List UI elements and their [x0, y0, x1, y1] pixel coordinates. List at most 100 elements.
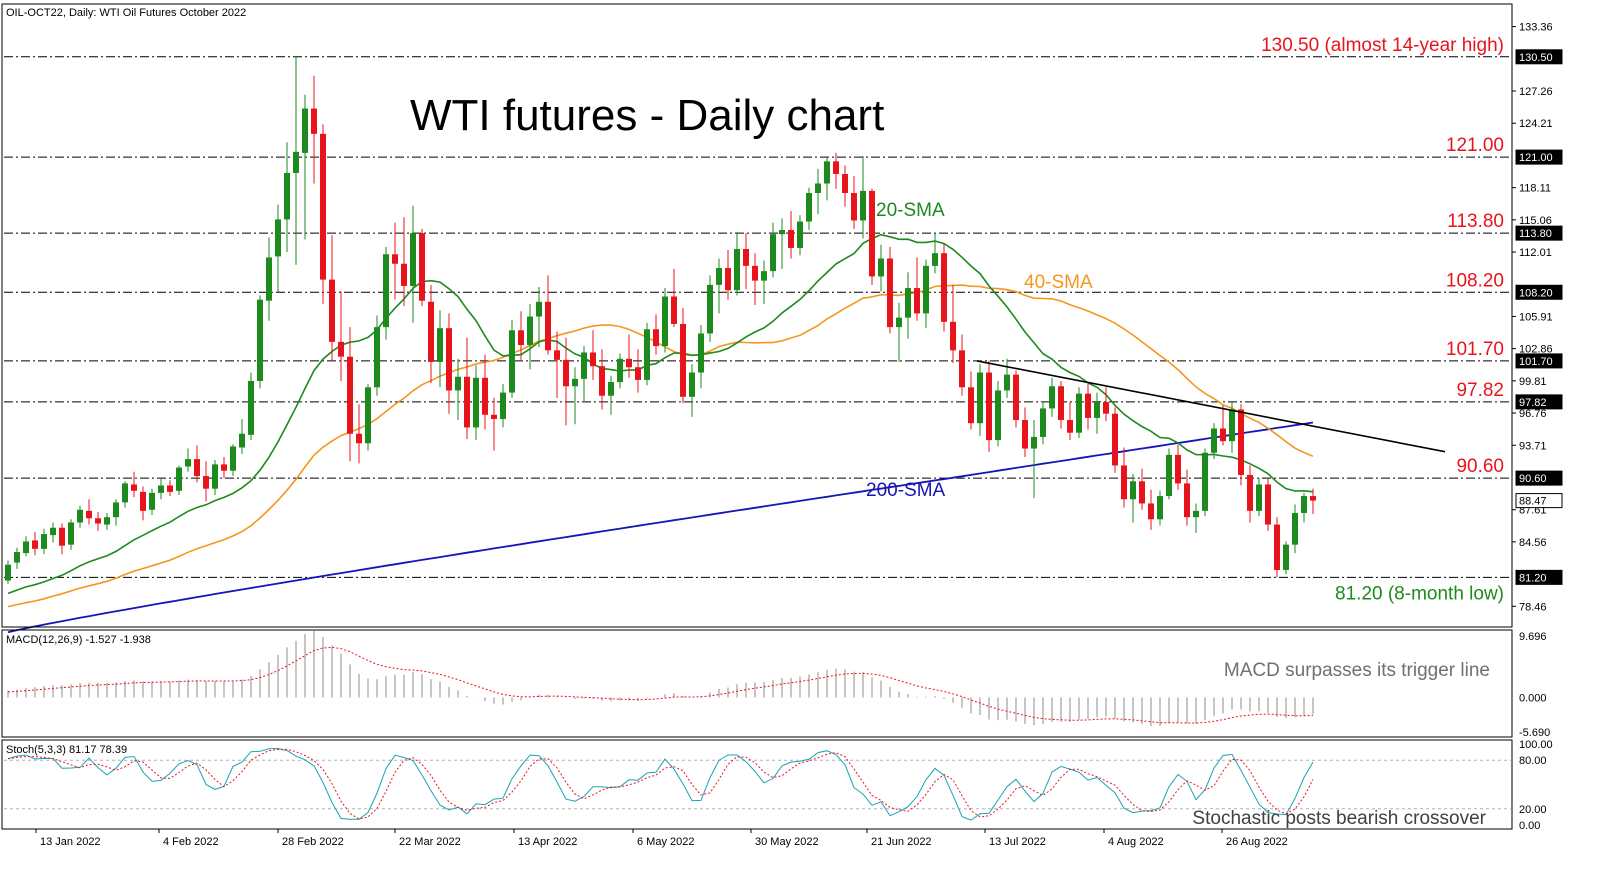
stoch-signal-line [7, 748, 1314, 820]
candle-body [176, 467, 182, 491]
candle-body [752, 265, 758, 281]
candle [977, 364, 983, 436]
candle [1193, 503, 1199, 534]
level-annotation: 97.82 [1456, 380, 1504, 401]
candle [149, 488, 155, 516]
candle [104, 512, 110, 530]
price-tag [1515, 493, 1563, 509]
candle-body [599, 366, 605, 396]
candle [707, 275, 713, 342]
candle [257, 295, 263, 389]
y-tick-label: 84.56 [1519, 537, 1547, 549]
candle-body [194, 459, 200, 477]
candle-body [1004, 374, 1010, 391]
candle [626, 334, 632, 378]
candle-body [113, 502, 119, 518]
candle [743, 233, 749, 290]
candle-body [329, 279, 335, 342]
candle-body [1112, 413, 1118, 466]
candle-body [221, 464, 227, 471]
candle [536, 286, 542, 348]
candle [842, 165, 848, 207]
price-tag [1515, 569, 1563, 585]
candle [797, 215, 803, 256]
candle-body [896, 317, 902, 328]
candle [608, 375, 614, 415]
candle [23, 536, 29, 557]
sma-40-line [7, 284, 1314, 608]
candle-body [464, 376, 470, 428]
candle [518, 311, 524, 360]
candle-body [68, 522, 74, 545]
candle-body [482, 377, 488, 415]
candle-body [905, 288, 911, 318]
candle [1022, 407, 1028, 457]
candle-body [527, 316, 533, 346]
price-tag-label: 113.80 [1519, 228, 1552, 240]
candle [662, 288, 668, 353]
candle-body [770, 234, 776, 272]
candle-body [1166, 454, 1172, 497]
candle [482, 354, 488, 430]
candle-body [671, 296, 677, 324]
candle-body [581, 352, 587, 379]
price-tag-label: 97.82 [1519, 397, 1547, 409]
candle [1220, 405, 1226, 446]
candle [986, 360, 992, 452]
candle [212, 460, 218, 496]
candle [365, 384, 371, 451]
trendline [976, 360, 1446, 453]
y-tick-label: 127.26 [1519, 86, 1553, 98]
candle-body [1310, 496, 1316, 501]
candle-body [842, 174, 848, 194]
candle [122, 481, 128, 508]
candle-body [1040, 408, 1046, 437]
candle-body [131, 484, 137, 491]
sma-200-path [7, 421, 1314, 634]
candle [248, 372, 254, 441]
candle-body [257, 299, 263, 381]
sma-20-path [7, 233, 1314, 595]
candle [239, 418, 245, 454]
candle [302, 94, 308, 240]
candle [221, 456, 227, 479]
candle [5, 560, 11, 584]
candle-body [266, 257, 272, 301]
candles [5, 56, 1316, 584]
candle-body [851, 193, 857, 221]
candle [194, 445, 200, 483]
candle [1139, 468, 1145, 510]
candle [860, 156, 866, 239]
candle-body [1022, 420, 1028, 449]
level-annotation: 113.80 [1447, 211, 1504, 232]
candle [806, 187, 812, 230]
price-tag [1515, 470, 1563, 486]
candle [851, 176, 857, 229]
candle-body [734, 248, 740, 291]
candle-body [761, 271, 767, 281]
candle-body [635, 367, 641, 380]
candle [320, 124, 326, 304]
series-label: 200-SMA [866, 480, 946, 501]
candle-body [680, 323, 686, 397]
candle-body [959, 350, 965, 388]
candle-body [203, 476, 209, 489]
candle [635, 349, 641, 393]
price-tag-label: 90.60 [1519, 473, 1547, 485]
candle [131, 471, 137, 498]
candle-body [977, 372, 983, 424]
candle-body [716, 267, 722, 285]
price-tag [1515, 49, 1563, 65]
candle-body [14, 552, 20, 563]
candle [1256, 478, 1262, 517]
candle [1265, 478, 1271, 531]
candle-body [608, 382, 614, 396]
stoch-y-tick-label: 100.00 [1519, 739, 1553, 751]
candle-body [437, 328, 443, 362]
series-label: 40-SMA [1024, 272, 1093, 293]
candle [1211, 423, 1217, 460]
candle-body [995, 390, 1001, 441]
candle-body [1157, 496, 1163, 520]
